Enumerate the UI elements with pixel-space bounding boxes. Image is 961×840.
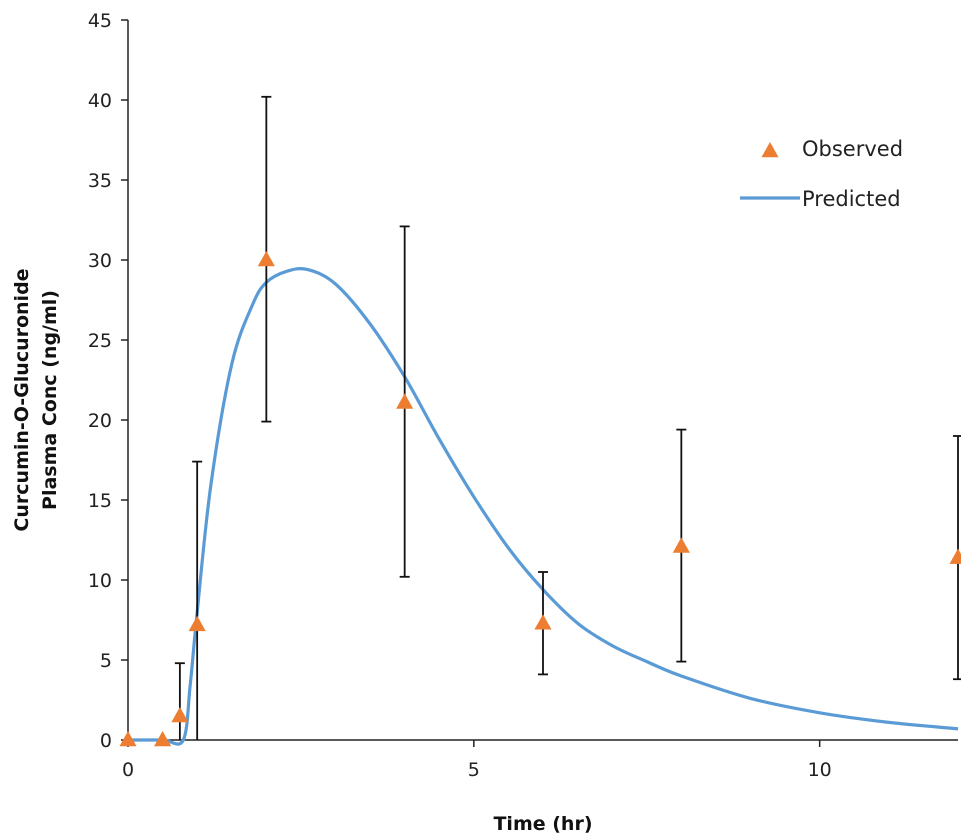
y-tick-label: 20 bbox=[88, 410, 112, 432]
observed-point bbox=[188, 615, 206, 632]
observed-point bbox=[672, 537, 690, 553]
x-tick-label: 0 bbox=[122, 759, 134, 781]
y-tick-label: 30 bbox=[88, 250, 112, 272]
legend-observed-marker bbox=[761, 142, 779, 158]
legend-predicted-label: Predicted bbox=[802, 187, 901, 211]
observed-point bbox=[171, 707, 189, 723]
observed-point bbox=[119, 731, 137, 747]
x-tick-label: 5 bbox=[468, 759, 480, 781]
y-tick-label: 15 bbox=[88, 490, 112, 512]
observed-series bbox=[119, 251, 961, 747]
x-tick-label: 10 bbox=[808, 759, 832, 781]
y-tick-label: 0 bbox=[100, 730, 112, 752]
y-axis-title-line2: Plasma Conc (ng/ml) bbox=[39, 290, 61, 510]
y-tick-label: 45 bbox=[88, 10, 112, 32]
y-tick-label: 5 bbox=[100, 650, 112, 672]
ticks: 0 5 10 15 20 25 30 35 40 45 0 5 10 bbox=[88, 10, 832, 781]
predicted-line bbox=[127, 267, 959, 746]
y-axis-title: Curcumin-O-Glucuronide Plasma Conc (ng/m… bbox=[11, 268, 61, 531]
legend-observed-label: Observed bbox=[802, 137, 903, 161]
legend: Observed Predicted bbox=[740, 137, 903, 211]
observed-point bbox=[949, 548, 961, 564]
y-tick-label: 40 bbox=[88, 90, 112, 112]
y-tick-label: 10 bbox=[88, 570, 112, 592]
observed-point bbox=[534, 614, 552, 630]
y-tick-label: 35 bbox=[88, 170, 112, 192]
observed-point bbox=[396, 393, 414, 409]
observed-point bbox=[257, 251, 275, 267]
observed-point bbox=[154, 731, 172, 747]
y-axis-title-line1: Curcumin-O-Glucuronide bbox=[11, 268, 33, 531]
y-tick-label: 25 bbox=[88, 330, 112, 352]
x-axis-title: Time (hr) bbox=[493, 813, 592, 835]
predicted-series bbox=[127, 267, 959, 746]
